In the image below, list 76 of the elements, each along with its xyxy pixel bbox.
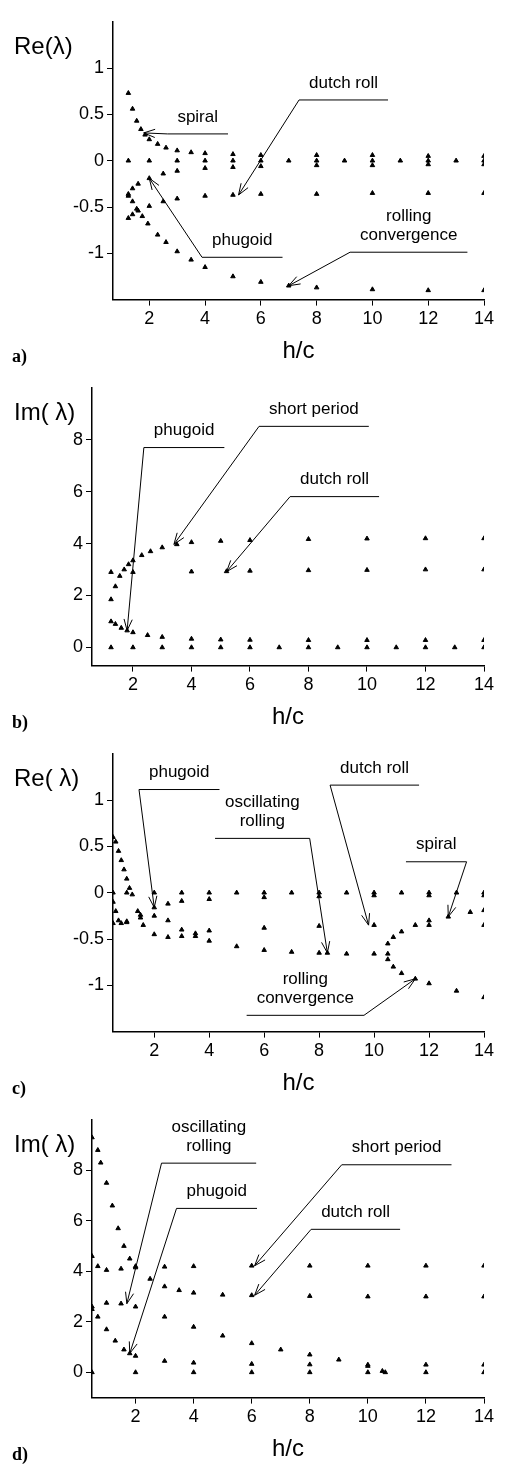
y-tick-label: 0.5 bbox=[78, 835, 105, 856]
y-axis-title: Re( λ) bbox=[14, 764, 80, 792]
x-tick-label: 14 bbox=[473, 1040, 495, 1061]
y-tick-label: 6 bbox=[73, 480, 84, 501]
y-tick-label: 1 bbox=[94, 789, 105, 810]
y-tick-label: 6 bbox=[73, 1209, 84, 1230]
x-tick-label: 4 bbox=[204, 1040, 215, 1061]
x-tick-label: 2 bbox=[144, 308, 155, 329]
x-tick-label: 8 bbox=[314, 1040, 325, 1061]
x-tick-label: 14 bbox=[473, 308, 495, 329]
x-tick-label: 14 bbox=[473, 1406, 495, 1427]
x-tick-label: 6 bbox=[246, 1406, 257, 1427]
x-tick-label: 8 bbox=[303, 674, 314, 695]
x-tick-label: 4 bbox=[186, 674, 197, 695]
text: a) bbox=[12, 345, 27, 367]
x-tick-label: 2 bbox=[149, 1040, 160, 1061]
y-tick-label: 8 bbox=[73, 428, 84, 449]
annotation: phugoid bbox=[153, 420, 215, 440]
annotation: spiral bbox=[177, 106, 219, 126]
y-tick-label: 1 bbox=[94, 57, 105, 78]
y-tick-label: 0.5 bbox=[78, 103, 105, 124]
x-tick-label: 6 bbox=[244, 674, 255, 695]
x-tick-label: 10 bbox=[362, 308, 383, 329]
y-tick-label: 2 bbox=[73, 1310, 84, 1331]
x-tick-label: 10 bbox=[364, 1040, 385, 1061]
x-tick-label: 4 bbox=[200, 308, 211, 329]
x-axis-title: h/c bbox=[272, 1434, 305, 1462]
x-axis-title: h/c bbox=[282, 336, 315, 364]
y-axis-title: Im( λ) bbox=[14, 1130, 76, 1158]
annotation: rolling convergence bbox=[256, 969, 354, 1008]
y-tick-label: 0 bbox=[94, 149, 105, 170]
x-tick-label: 6 bbox=[255, 308, 266, 329]
annotation: oscillating rolling bbox=[171, 1116, 247, 1155]
annotation: oscillating rolling bbox=[225, 792, 300, 831]
y-tick-label: 0 bbox=[94, 881, 105, 902]
y-tick-label: 2 bbox=[73, 584, 84, 605]
x-tick-label: 6 bbox=[259, 1040, 270, 1061]
x-tick-label: 12 bbox=[419, 1040, 440, 1061]
y-tick-label: 0 bbox=[73, 636, 84, 657]
x-axis-title: h/c bbox=[272, 702, 305, 730]
x-tick-label: 12 bbox=[415, 674, 436, 695]
text: c) bbox=[12, 1077, 26, 1099]
annotation: short period bbox=[351, 1137, 442, 1157]
x-tick-label: 2 bbox=[130, 1406, 141, 1427]
y-tick-label: 0 bbox=[73, 1361, 84, 1382]
y-tick-label: -0.5 bbox=[72, 927, 105, 948]
y-tick-label: -1 bbox=[88, 974, 105, 995]
x-tick-label: 10 bbox=[357, 1406, 378, 1427]
x-tick-label: 2 bbox=[127, 674, 138, 695]
annotation: phugoid bbox=[186, 1181, 248, 1201]
annotation: dutch roll bbox=[309, 72, 379, 92]
x-tick-label: 8 bbox=[304, 1406, 315, 1427]
y-tick-label: 4 bbox=[73, 532, 84, 553]
annotation: phugoid bbox=[212, 229, 273, 249]
x-tick-label: 12 bbox=[418, 308, 439, 329]
y-axis-title: Re(λ) bbox=[14, 32, 73, 60]
annotation: phugoid bbox=[148, 762, 210, 782]
y-axis-title: Im( λ) bbox=[14, 398, 76, 426]
annotation: dutch roll bbox=[300, 469, 370, 489]
x-tick-label: 14 bbox=[473, 674, 495, 695]
text: b) bbox=[12, 711, 29, 733]
y-tick-label: 8 bbox=[73, 1159, 84, 1180]
annotation: rolling convergence bbox=[360, 205, 458, 244]
x-tick-label: 4 bbox=[188, 1406, 199, 1427]
x-tick-label: 12 bbox=[415, 1406, 436, 1427]
annotation: spiral bbox=[415, 834, 457, 854]
y-tick-label: -1 bbox=[88, 242, 105, 263]
text: d) bbox=[12, 1443, 29, 1465]
y-tick-label: 4 bbox=[73, 1260, 84, 1281]
x-tick-label: 10 bbox=[356, 674, 377, 695]
y-tick-label: -0.5 bbox=[72, 195, 105, 216]
annotation: short period bbox=[269, 399, 359, 419]
x-tick-label: 8 bbox=[311, 308, 322, 329]
annotation: dutch roll bbox=[321, 1202, 391, 1222]
x-axis-title: h/c bbox=[282, 1068, 315, 1096]
annotation: dutch roll bbox=[340, 757, 410, 777]
